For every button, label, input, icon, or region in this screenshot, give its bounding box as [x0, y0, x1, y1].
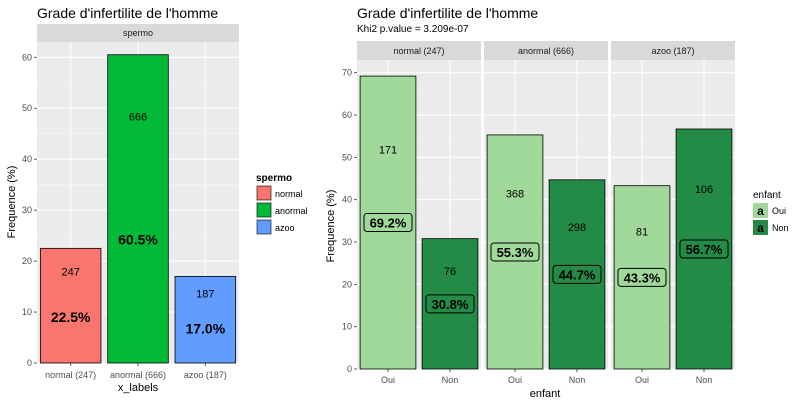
chart1-x-ticks: normal (247) anormal (666) azoo (187)	[45, 363, 227, 380]
chart1-y-axis-label: Frequence (%)	[6, 166, 18, 239]
chart2-x-axis-label: enfant	[530, 388, 561, 400]
chart2-count-label: 368	[506, 188, 524, 200]
chart2-y-tick-label: 40	[342, 195, 352, 205]
chart2-count-label: 76	[444, 266, 456, 278]
chart2-percent-label: 43.3%	[624, 270, 661, 285]
chart2-facet-strip	[357, 41, 481, 60]
chart1-percent-label: 17.0%	[185, 320, 225, 336]
chart2-percent-box	[552, 264, 602, 284]
chart1-legend-key	[256, 219, 272, 235]
chart2-count-label: 81	[636, 227, 648, 239]
chart1-y-tick-label: 60	[22, 52, 32, 62]
chart2-x-tick-label: Oui	[635, 375, 649, 385]
chart2-y-tick-label: 0	[347, 364, 352, 374]
chart2-percent-label: 30.8%	[432, 297, 469, 312]
chart1-legend-label: anormal	[275, 206, 308, 216]
chart1-percent-label: 22.5%	[51, 309, 91, 325]
chart1-y-tick-label: 20	[22, 256, 32, 266]
chart2-percent-label: 56.7%	[686, 242, 723, 257]
chart2-y-axis-label: Frequence (%)	[325, 190, 337, 263]
chart2-percent-box	[363, 213, 413, 233]
chart1-count-label: 666	[129, 111, 147, 123]
chart2-legend-label: Non	[772, 223, 789, 233]
chart2-percent-label: 69.2%	[370, 216, 407, 231]
chart1-x-tick-label: normal (247)	[45, 370, 96, 380]
chart2-y-tick-label: 20	[342, 279, 352, 289]
chart1-count-label: 187	[196, 289, 214, 301]
chart2-percent-box	[490, 242, 540, 262]
chart-spermo: Grade d'infertilite de l'homme spermo 0 1…	[6, 5, 308, 394]
chart1-y-tick-label: 50	[22, 103, 32, 113]
chart1-facet-strip	[37, 24, 239, 42]
chart2-x-tick-label: Non	[569, 375, 586, 385]
chart2-x-tick-label: Non	[442, 375, 459, 385]
chart1-y-tick-label: 40	[22, 154, 32, 164]
chart2-y-tick-label: 50	[342, 152, 352, 162]
chart1-y-ticks: 0 10 20 30 40 50 60	[22, 52, 37, 368]
chart2-facets: normal (247)17169.2%Oui7630.8%Nonanormal…	[357, 41, 735, 385]
chart-enfant: Grade d'infertilite de l'homme Khi2 p.va…	[325, 5, 789, 400]
chart1-legend-key	[256, 185, 272, 201]
chart2-x-tick-label: Non	[696, 375, 713, 385]
chart2-percent-box	[617, 267, 667, 287]
chart2-facet: normal (247) 171 69.2% Oui 76 30.8% Non	[357, 41, 481, 385]
chart1-y-tick-label: 0	[27, 358, 32, 368]
chart2-y-tick-label: 70	[342, 68, 352, 78]
chart2-legend-title: enfant	[753, 190, 781, 201]
chart1-x-axis-label: x_labels	[118, 382, 159, 394]
chart1-facet-label: spermo	[123, 28, 153, 38]
chart2-facet-strip	[484, 41, 608, 60]
chart1-legend-title: spermo	[256, 173, 292, 184]
chart1-x-tick-label: azoo (187)	[184, 370, 227, 380]
chart2-facet-label: azoo (187)	[651, 46, 694, 56]
chart2-x-tick-label: Oui	[381, 375, 395, 385]
chart2-facet: azoo (187) 81 43.3% Oui 106 56.7% Non	[611, 41, 735, 385]
chart1-count-label: 247	[61, 266, 79, 278]
chart1-legend-label: azoo	[275, 223, 295, 233]
chart1-legend-key	[256, 202, 272, 218]
chart2-count-label: 106	[695, 184, 713, 196]
chart2-count-label: 298	[568, 222, 586, 234]
chart1-bar	[39, 247, 102, 364]
chart2-percent-label: 44.7%	[559, 267, 596, 282]
chart1-legend: spermo normal anormal azoo	[256, 173, 308, 235]
chart1-bars: 247 22.5% 666 60.5% 187 17.0%	[39, 54, 237, 364]
chart2-legend-label: Oui	[772, 206, 786, 216]
chart1-title: Grade d'infertilite de l'homme	[37, 5, 218, 21]
chart1-percent-label: 60.5%	[118, 232, 158, 248]
chart2-percent-box	[425, 294, 475, 314]
chart2-facet: anormal (666) 368 55.3% Oui 298 44.7% Non	[484, 41, 608, 385]
chart2-count-label: 171	[379, 144, 397, 156]
chart2-y-tick-label: 60	[342, 110, 352, 120]
chart1-legend-label: normal	[275, 189, 303, 199]
chart1-bar	[107, 54, 169, 364]
chart2-title: Grade d'infertilite de l'homme	[357, 5, 538, 21]
chart2-legend-key-glyph: a	[757, 204, 764, 218]
chart2-facet-label: normal (247)	[393, 46, 444, 56]
chart1-y-tick-label: 30	[22, 205, 32, 215]
chart1-y-tick-label: 10	[22, 307, 32, 317]
chart2-legend-key	[753, 220, 768, 235]
chart2-subtitle: Khi2 p.value = 3.209e-07	[357, 24, 469, 35]
chart2-y-ticks: 0 10 20 30 40 50 60 70	[342, 68, 357, 374]
chart2-percent-label: 55.3%	[497, 245, 534, 260]
chart2-x-tick-label: Oui	[508, 375, 522, 385]
chart2-legend-key-glyph: a	[757, 221, 764, 235]
chart1-x-tick-label: anormal (666)	[110, 370, 166, 380]
chart2-facet-label: anormal (666)	[518, 46, 574, 56]
chart2-y-tick-label: 10	[342, 322, 352, 332]
chart2-y-tick-label: 30	[342, 237, 352, 247]
chart2-facet-strip	[611, 41, 735, 60]
chart2-legend-key	[753, 203, 768, 218]
chart2-percent-box	[679, 239, 729, 259]
chart1-bar	[174, 275, 237, 364]
